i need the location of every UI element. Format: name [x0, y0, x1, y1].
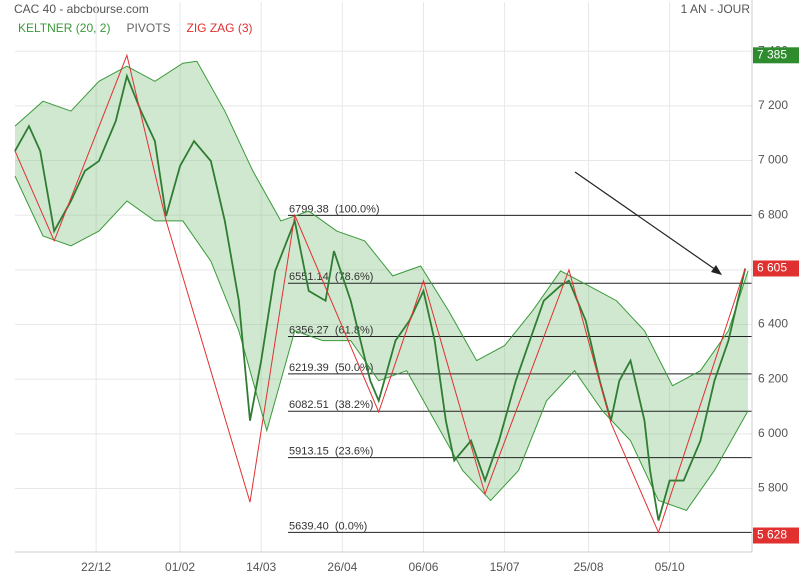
- price-marker: [753, 47, 799, 64]
- price-marker-label: 5 628: [757, 528, 787, 542]
- price-marker-label: 6 605: [757, 261, 787, 275]
- y-tick-label: 6 800: [758, 207, 788, 221]
- fib-label: 6356.27 (61.8%): [289, 324, 373, 336]
- series-line: [14, 53, 746, 534]
- fib-label: 6219.39 (50.0%): [289, 362, 373, 374]
- keltner-band: [15, 61, 748, 511]
- y-tick-label: 7 200: [758, 98, 788, 112]
- fib-label: 5639.40 (0.0%): [289, 520, 367, 532]
- series-line: [14, 73, 747, 521]
- y-tick-label: 5 800: [758, 481, 788, 495]
- x-tick-label: 15/07: [490, 560, 520, 574]
- price-marker: [753, 260, 799, 277]
- x-tick-label: 26/04: [327, 560, 357, 574]
- legend-entry: ZIG ZAG (3): [187, 21, 253, 35]
- legend: KELTNER (20, 2) PIVOTS ZIG ZAG (3): [18, 21, 253, 35]
- x-tick-label: 01/02: [165, 560, 195, 574]
- y-tick-label: 6 200: [758, 371, 788, 385]
- y-tick-label: 6 400: [758, 317, 788, 331]
- arrow-head: [711, 265, 722, 275]
- x-tick-label: 06/06: [408, 560, 438, 574]
- fib-label: 6082.51 (38.2%): [289, 399, 373, 411]
- fib-label: 6799.38 (100.0%): [289, 203, 380, 215]
- annotation-arrow: [574, 171, 717, 271]
- fib-label: 5913.15 (23.6%): [289, 445, 373, 457]
- fib-label: 6551.14 (78.6%): [289, 271, 373, 283]
- x-tick-label: 05/10: [655, 560, 685, 574]
- y-tick-label: 6 000: [758, 426, 788, 440]
- x-tick-label: 14/03: [246, 560, 276, 574]
- price-marker-label: 7 385: [757, 47, 787, 61]
- series-line: [14, 60, 749, 387]
- chart-title: CAC 40 - abcbourse.com: [14, 2, 149, 16]
- chart-subtitle: 1 AN - JOUR: [681, 2, 751, 16]
- y-tick-label: 7 000: [758, 153, 788, 167]
- series-line: [14, 175, 749, 511]
- x-tick-label: 22/12: [81, 560, 111, 574]
- legend-entry: KELTNER (20, 2): [18, 21, 110, 35]
- x-tick-label: 25/08: [574, 560, 604, 574]
- legend-entry: PIVOTS: [126, 21, 170, 35]
- price-marker: [753, 527, 799, 544]
- plot: 6799.38 (100.0%) 6551.14 (78.6%) 6356.27 (…: [14, 2, 752, 552]
